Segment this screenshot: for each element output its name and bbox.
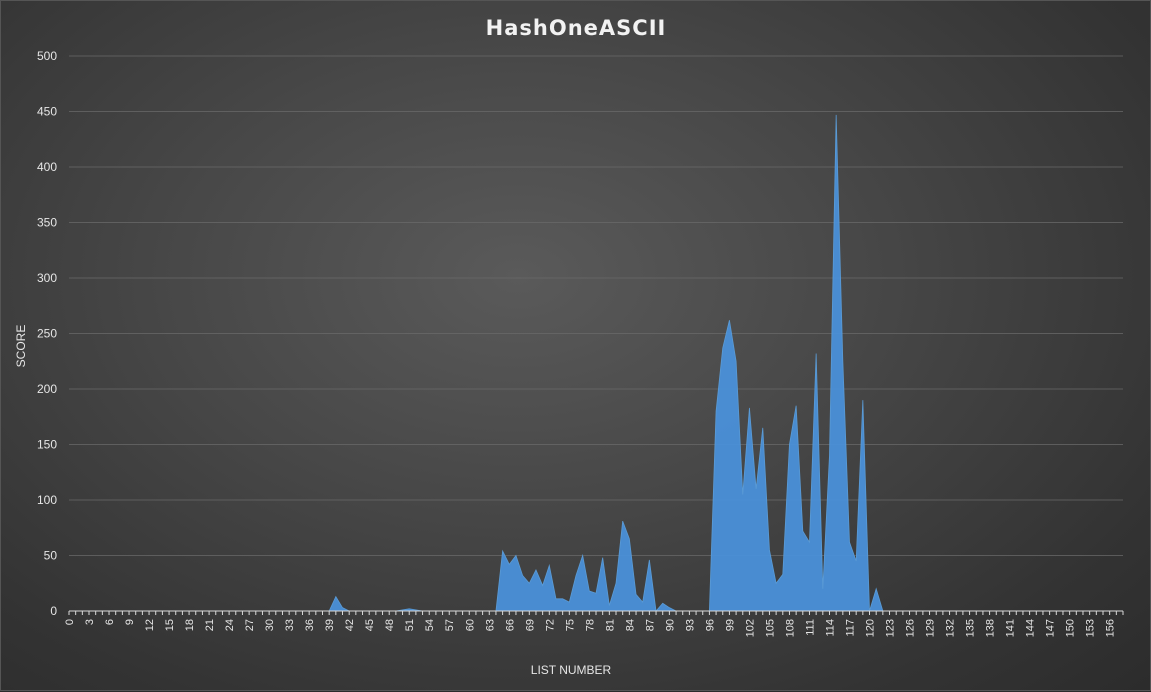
x-tick-label: 105 [764,619,776,637]
x-tick-label: 66 [504,619,516,631]
x-tick-label: 120 [865,619,877,637]
x-tick-label: 48 [384,619,396,631]
x-tick-label: 9 [124,619,136,625]
x-tick-label: 81 [604,619,616,631]
x-tick-label: 45 [364,619,376,631]
x-tick-label: 144 [1025,619,1037,637]
y-tick-label: 250 [37,327,57,341]
x-tick-label: 87 [644,619,656,631]
x-tick-label: 126 [905,619,917,637]
x-tick-label: 0 [64,619,76,625]
x-tick-label: 135 [965,619,977,637]
y-axis-ticks: 0 50 100 150 200 250 300 350 400 450 500 [37,49,57,618]
x-tick-label: 21 [204,619,216,631]
x-tick-label: 147 [1045,619,1057,637]
x-tick-label: 12 [144,619,156,631]
series-area [69,115,1123,611]
x-tick-label: 114 [824,619,836,637]
gridlines [69,56,1123,556]
x-tick-label: 42 [344,619,356,631]
x-tick-label: 150 [1065,619,1077,637]
x-tick-label: 69 [524,619,536,631]
x-tick-label: 30 [264,619,276,631]
y-tick-label: 200 [37,382,57,396]
x-tick-label: 129 [925,619,937,637]
x-tick-label: 60 [464,619,476,631]
x-tick-label: 39 [324,619,336,631]
x-tick-label: 132 [945,619,957,637]
x-tick-label: 18 [184,619,196,631]
x-tick-label: 33 [284,619,296,631]
x-tick-label: 138 [985,619,997,637]
x-tick-label: 99 [724,619,736,631]
x-tick-label: 102 [744,619,756,637]
x-tick-label: 24 [224,619,236,631]
y-tick-label: 150 [37,438,57,452]
x-tick-label: 84 [624,619,636,631]
x-tick-label: 96 [704,619,716,631]
x-tick-label: 63 [484,619,496,631]
x-axis-title: LIST NUMBER [531,663,612,677]
x-tick-label: 3 [84,619,96,625]
y-tick-label: 300 [37,271,57,285]
x-tick-label: 36 [304,619,316,631]
x-tick-label: 6 [104,619,116,625]
y-tick-label: 100 [37,493,57,507]
y-tick-label: 350 [37,216,57,230]
x-tick-label: 108 [784,619,796,637]
y-axis-title: SCORE [14,325,28,368]
x-tick-label: 117 [844,619,856,637]
x-tick-label: 54 [424,619,436,631]
x-tick-label: 15 [164,619,176,631]
y-tick-label: 0 [50,604,57,618]
x-tick-label: 57 [444,619,456,631]
x-tick-label: 153 [1085,619,1097,637]
x-tick-label: 141 [1005,619,1017,637]
x-tick-label: 72 [544,619,556,631]
x-tick-label: 90 [664,619,676,631]
x-tick-label: 27 [244,619,256,631]
x-tick-label: 51 [404,619,416,631]
y-tick-label: 450 [37,105,57,119]
x-tick-label: 93 [684,619,696,631]
x-tick-label: 156 [1105,619,1117,637]
x-tick-label: 123 [885,619,897,637]
axes [69,611,1123,615]
series-area-path [69,115,1123,611]
x-tick-label: 111 [804,619,816,636]
y-tick-label: 400 [37,160,57,174]
chart-title: HashOneASCII [486,16,667,40]
y-tick-label: 500 [37,49,57,63]
y-tick-label: 50 [44,549,58,563]
x-tick-label: 75 [564,619,576,631]
x-tick-label: 78 [584,619,596,631]
